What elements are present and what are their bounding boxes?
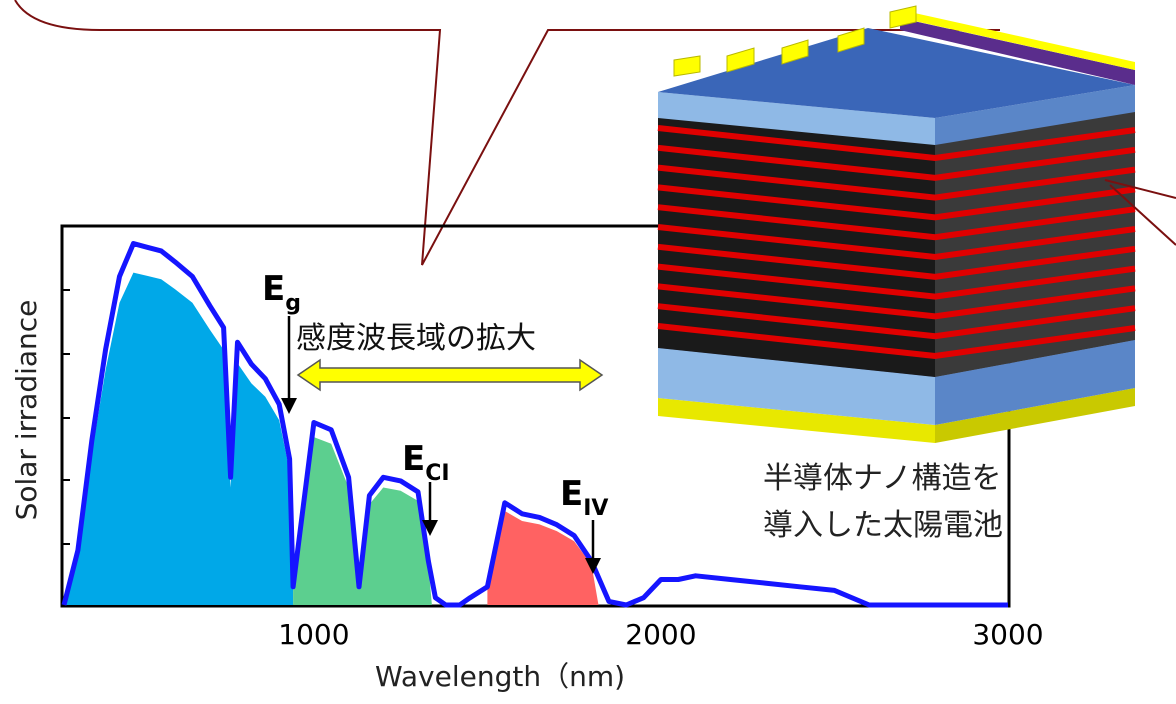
nano-layer [657, 303, 1136, 340]
speech-bubble [14, 0, 1000, 266]
nano-layer [657, 144, 1136, 181]
eg-label: E [262, 269, 285, 309]
nano-structure-layers [657, 125, 1136, 360]
nano-layer [657, 243, 1136, 280]
cell-caption-line2: 導入した太陽電池 [763, 508, 1003, 543]
nano-layer [657, 164, 1136, 201]
eiv-marker: EIV [560, 474, 608, 574]
eiv-label: E [560, 474, 583, 514]
svg-text:ECI: ECI [402, 439, 450, 486]
spectrum-line [61, 241, 1008, 608]
eiv-subscript: IV [583, 496, 608, 521]
nano-layer [657, 125, 1136, 162]
band-eci [293, 437, 432, 605]
top-finger-contacts [673, 5, 917, 77]
eci-label: E [402, 439, 425, 479]
y-axis-label: Solar irradiance [10, 300, 43, 521]
expansion-double-arrow [296, 358, 604, 392]
nano-layer [657, 184, 1136, 221]
band-eg [64, 272, 294, 605]
nano-layer [657, 204, 1136, 241]
eg-marker: Eg [262, 269, 301, 414]
solar-cell-illustration [657, 5, 1136, 443]
x-tick-label: 3000 [972, 618, 1043, 651]
nano-layer [657, 224, 1136, 261]
eci-marker: ECI [402, 439, 450, 536]
y-axis-ticks [62, 289, 70, 545]
svg-text:Eg: Eg [262, 269, 301, 316]
absorption-bands [64, 272, 599, 605]
cell-caption-line1: 半導体ナノ構造を [763, 461, 1002, 496]
svg-text:EIV: EIV [560, 474, 608, 521]
eci-subscript: CI [425, 461, 449, 486]
nano-layer [657, 283, 1136, 320]
top-contact-strip [900, 18, 1135, 85]
callout-line [1104, 179, 1176, 246]
eg-subscript: g [285, 291, 301, 316]
nano-layer [657, 323, 1136, 360]
x-tick-label: 2000 [625, 618, 696, 651]
nano-layer [657, 263, 1136, 300]
expansion-label: 感度波長域の拡大 [296, 321, 536, 356]
x-tick-label: 1000 [278, 618, 349, 651]
x-axis-label: Wavelength（nm) [375, 660, 625, 693]
band-eiv [487, 511, 599, 605]
